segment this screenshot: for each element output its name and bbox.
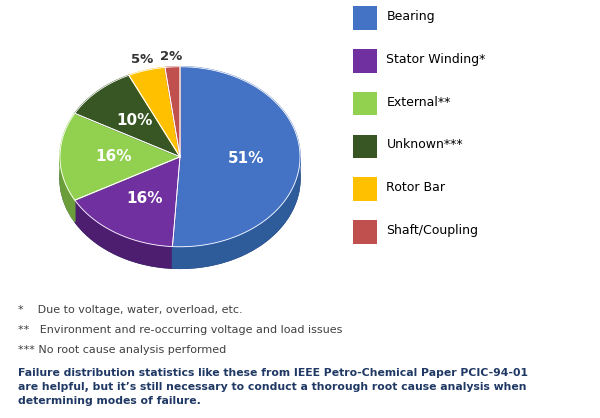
FancyBboxPatch shape [353,92,377,115]
FancyBboxPatch shape [353,6,377,30]
Text: Unknown***: Unknown*** [386,138,463,151]
Polygon shape [60,113,180,200]
Text: *    Due to voltage, water, overload, etc.: * Due to voltage, water, overload, etc. [18,305,242,315]
Text: *** No root cause analysis performed: *** No root cause analysis performed [18,345,226,355]
Text: Stator Winding*: Stator Winding* [386,53,486,66]
Polygon shape [129,67,180,157]
Polygon shape [165,67,180,157]
Text: Rotor Bar: Rotor Bar [386,181,445,194]
Ellipse shape [60,88,300,268]
Polygon shape [75,157,180,247]
Text: 5%: 5% [131,54,154,66]
FancyBboxPatch shape [353,135,377,158]
Polygon shape [172,67,300,247]
Polygon shape [75,75,180,157]
Text: 51%: 51% [228,151,264,166]
FancyBboxPatch shape [353,220,377,244]
Text: Failure distribution statistics like these from IEEE Petro-Chemical Paper PCIC-9: Failure distribution statistics like the… [18,368,528,406]
Text: Shaft/Coupling: Shaft/Coupling [386,224,478,237]
Polygon shape [75,200,172,268]
Text: 16%: 16% [127,191,163,206]
Text: **   Environment and re-occurring voltage and load issues: ** Environment and re-occurring voltage … [18,325,342,335]
Polygon shape [60,157,75,222]
Polygon shape [172,157,300,268]
Text: External**: External** [386,96,451,109]
FancyBboxPatch shape [353,178,377,201]
Text: Bearing: Bearing [386,10,435,23]
Text: 16%: 16% [96,149,132,164]
FancyBboxPatch shape [353,49,377,73]
Text: 2%: 2% [160,50,182,63]
Text: 10%: 10% [116,113,153,128]
